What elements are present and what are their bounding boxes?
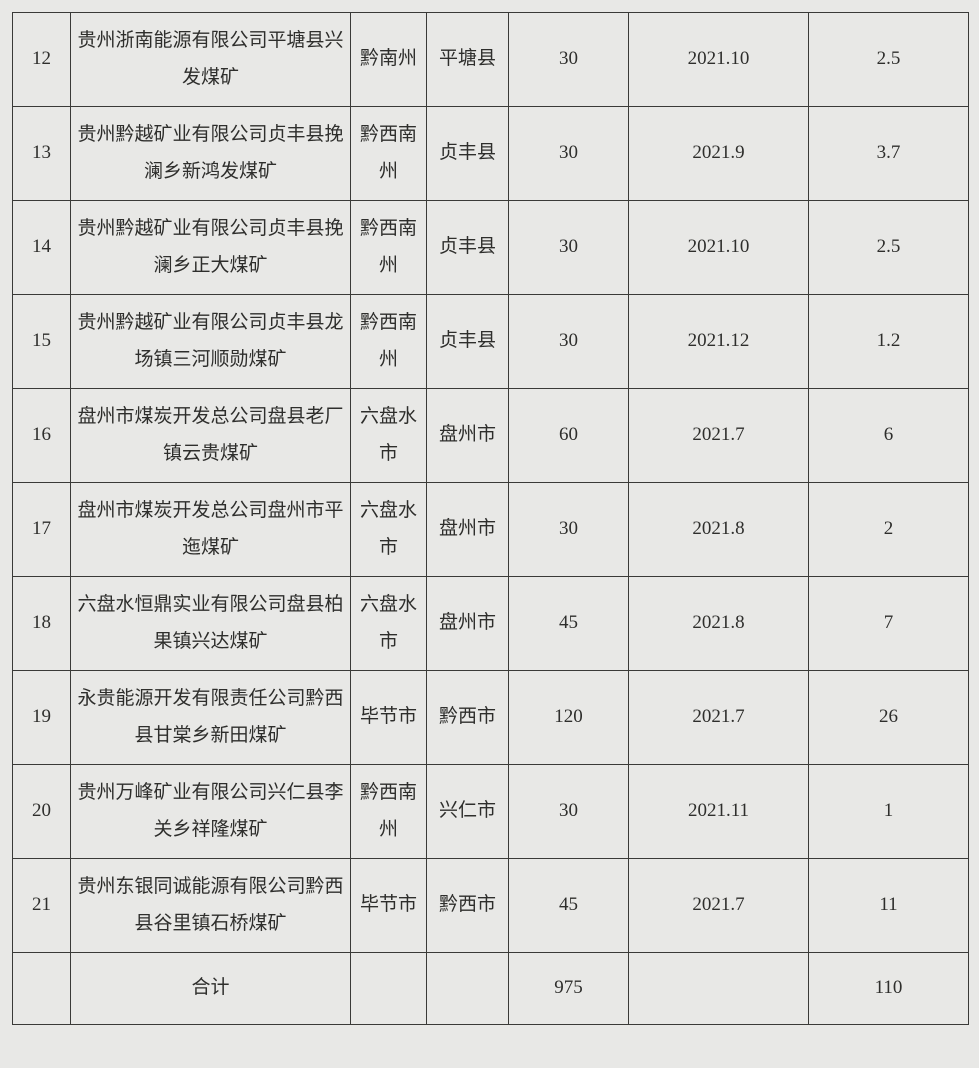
table-row: 16 盘州市煤炭开发总公司盘县老厂镇云贵煤矿 六盘水市 盘州市 60 2021.… [13,389,969,483]
cell-name: 贵州浙南能源有限公司平塘县兴发煤矿 [71,13,351,107]
cell-num1: 120 [509,671,629,765]
cell-date: 2021.10 [629,13,809,107]
cell-total-num2: 110 [809,953,969,1025]
cell-idx: 18 [13,577,71,671]
cell-num2: 1 [809,765,969,859]
cell-date [629,953,809,1025]
cell-county: 盘州市 [427,389,509,483]
cell-county: 贞丰县 [427,201,509,295]
cell-num1: 30 [509,201,629,295]
cell-name: 贵州黔越矿业有限公司贞丰县龙场镇三河顺勋煤矿 [71,295,351,389]
cell-num2: 6 [809,389,969,483]
cell-idx: 20 [13,765,71,859]
coal-mine-table: 12 贵州浙南能源有限公司平塘县兴发煤矿 黔南州 平塘县 30 2021.10 … [12,12,969,1025]
cell-county: 黔西市 [427,859,509,953]
cell-total-num1: 975 [509,953,629,1025]
cell-county: 盘州市 [427,577,509,671]
cell-region: 黔西南州 [351,765,427,859]
cell-date: 2021.8 [629,483,809,577]
table-row: 19 永贵能源开发有限责任公司黔西县甘棠乡新田煤矿 毕节市 黔西市 120 20… [13,671,969,765]
cell-date: 2021.7 [629,389,809,483]
cell-region: 毕节市 [351,859,427,953]
cell-idx: 21 [13,859,71,953]
table-row: 18 六盘水恒鼎实业有限公司盘县柏果镇兴达煤矿 六盘水市 盘州市 45 2021… [13,577,969,671]
cell-region: 毕节市 [351,671,427,765]
cell-date: 2021.12 [629,295,809,389]
cell-num1: 45 [509,859,629,953]
cell-name: 永贵能源开发有限责任公司黔西县甘棠乡新田煤矿 [71,671,351,765]
table-row: 12 贵州浙南能源有限公司平塘县兴发煤矿 黔南州 平塘县 30 2021.10 … [13,13,969,107]
cell-idx: 17 [13,483,71,577]
cell-region [351,953,427,1025]
cell-idx: 16 [13,389,71,483]
document-page: 12 贵州浙南能源有限公司平塘县兴发煤矿 黔南州 平塘县 30 2021.10 … [12,12,967,1025]
cell-date: 2021.10 [629,201,809,295]
cell-num1: 30 [509,483,629,577]
cell-num2: 3.7 [809,107,969,201]
cell-name: 贵州黔越矿业有限公司贞丰县挽澜乡正大煤矿 [71,201,351,295]
cell-num1: 60 [509,389,629,483]
cell-idx: 13 [13,107,71,201]
cell-region: 六盘水市 [351,389,427,483]
cell-num1: 30 [509,107,629,201]
cell-date: 2021.11 [629,765,809,859]
cell-name: 贵州黔越矿业有限公司贞丰县挽澜乡新鸿发煤矿 [71,107,351,201]
cell-county: 贞丰县 [427,107,509,201]
cell-num2: 26 [809,671,969,765]
cell-name: 六盘水恒鼎实业有限公司盘县柏果镇兴达煤矿 [71,577,351,671]
cell-name: 盘州市煤炭开发总公司盘州市平迤煤矿 [71,483,351,577]
cell-num1: 30 [509,13,629,107]
table-total-row: 合计 975 110 [13,953,969,1025]
table-row: 20 贵州万峰矿业有限公司兴仁县李关乡祥隆煤矿 黔西南州 兴仁市 30 2021… [13,765,969,859]
cell-region: 黔西南州 [351,201,427,295]
cell-county: 兴仁市 [427,765,509,859]
cell-num2: 11 [809,859,969,953]
cell-num1: 45 [509,577,629,671]
cell-name: 盘州市煤炭开发总公司盘县老厂镇云贵煤矿 [71,389,351,483]
cell-date: 2021.7 [629,671,809,765]
cell-date: 2021.9 [629,107,809,201]
cell-total-label: 合计 [71,953,351,1025]
cell-idx [13,953,71,1025]
cell-county [427,953,509,1025]
table-body: 12 贵州浙南能源有限公司平塘县兴发煤矿 黔南州 平塘县 30 2021.10 … [13,13,969,1025]
cell-name: 贵州万峰矿业有限公司兴仁县李关乡祥隆煤矿 [71,765,351,859]
cell-county: 贞丰县 [427,295,509,389]
cell-num1: 30 [509,295,629,389]
cell-idx: 15 [13,295,71,389]
table-row: 15 贵州黔越矿业有限公司贞丰县龙场镇三河顺勋煤矿 黔西南州 贞丰县 30 20… [13,295,969,389]
cell-num2: 7 [809,577,969,671]
cell-date: 2021.7 [629,859,809,953]
cell-num2: 2.5 [809,201,969,295]
cell-num2: 2.5 [809,13,969,107]
table-row: 14 贵州黔越矿业有限公司贞丰县挽澜乡正大煤矿 黔西南州 贞丰县 30 2021… [13,201,969,295]
table-row: 21 贵州东银同诚能源有限公司黔西县谷里镇石桥煤矿 毕节市 黔西市 45 202… [13,859,969,953]
table-row: 13 贵州黔越矿业有限公司贞丰县挽澜乡新鸿发煤矿 黔西南州 贞丰县 30 202… [13,107,969,201]
cell-num2: 2 [809,483,969,577]
cell-num2: 1.2 [809,295,969,389]
table-row: 17 盘州市煤炭开发总公司盘州市平迤煤矿 六盘水市 盘州市 30 2021.8 … [13,483,969,577]
cell-date: 2021.8 [629,577,809,671]
cell-idx: 19 [13,671,71,765]
cell-region: 六盘水市 [351,483,427,577]
cell-idx: 14 [13,201,71,295]
cell-county: 黔西市 [427,671,509,765]
cell-county: 盘州市 [427,483,509,577]
cell-region: 黔西南州 [351,107,427,201]
cell-name: 贵州东银同诚能源有限公司黔西县谷里镇石桥煤矿 [71,859,351,953]
cell-idx: 12 [13,13,71,107]
cell-num1: 30 [509,765,629,859]
cell-county: 平塘县 [427,13,509,107]
cell-region: 六盘水市 [351,577,427,671]
cell-region: 黔西南州 [351,295,427,389]
cell-region: 黔南州 [351,13,427,107]
